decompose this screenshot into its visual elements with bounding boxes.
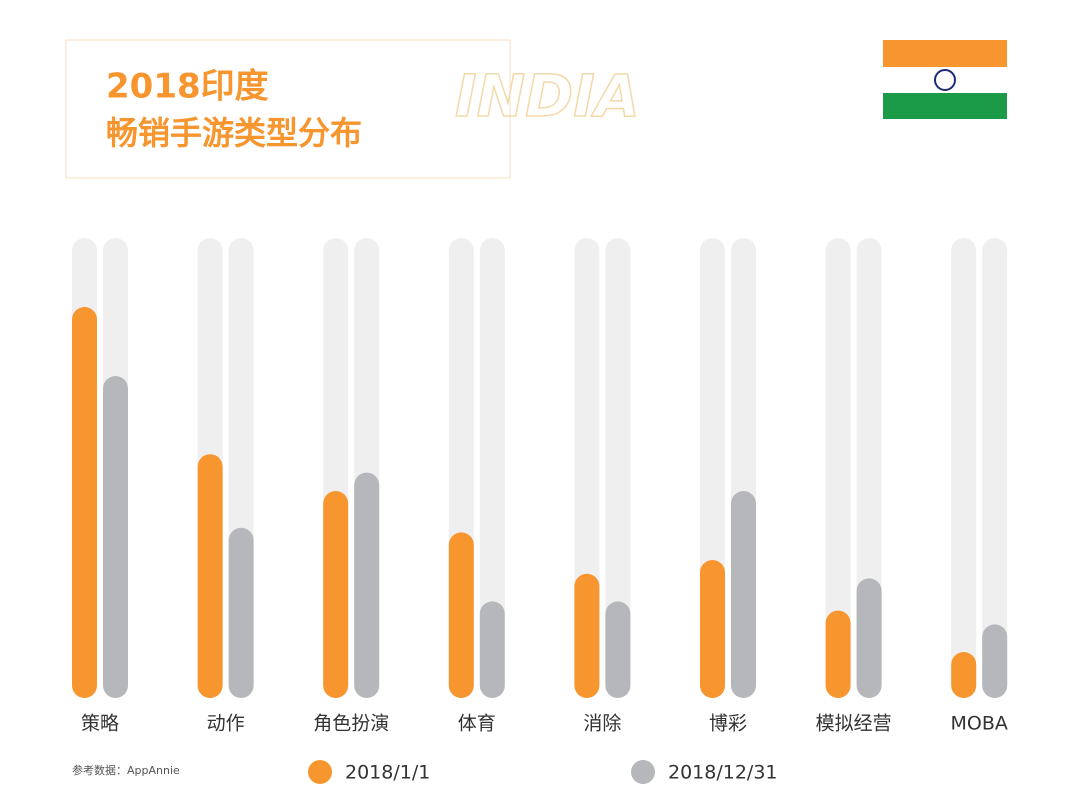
bar — [605, 601, 631, 698]
bar — [228, 527, 254, 698]
bar — [197, 454, 223, 698]
x-tick-label: 角色扮演 — [313, 713, 389, 735]
flag-band — [883, 67, 1007, 93]
chart-title: 2018印度 — [106, 67, 269, 107]
flag-wheel — [934, 69, 956, 91]
x-tick-label: 博彩 — [709, 713, 747, 735]
title-box — [65, 39, 511, 179]
chart-subtitle: 畅销手游类型分布 — [106, 114, 362, 152]
bar-track — [605, 238, 631, 698]
x-tick-label: 动作 — [207, 713, 245, 735]
x-tick-label: 体育 — [458, 713, 496, 735]
bar — [731, 491, 756, 698]
flag-band — [883, 93, 1007, 119]
bar — [479, 601, 505, 698]
bar — [354, 472, 380, 698]
x-tick-label: 模拟经营 — [816, 713, 892, 735]
bar — [825, 610, 851, 698]
watermark-title: INDIA — [455, 62, 640, 130]
legend-label: 2018/12/31 — [668, 762, 778, 784]
legend-swatch — [308, 760, 332, 784]
bar — [700, 560, 725, 698]
flag — [883, 40, 1007, 119]
legend-label: 2018/1/1 — [345, 762, 430, 784]
bar — [574, 573, 600, 698]
x-tick-label: 消除 — [583, 713, 621, 735]
bar — [951, 652, 977, 698]
bar — [982, 624, 1008, 698]
bar-track — [982, 238, 1008, 698]
bar-track — [825, 238, 851, 698]
source-note: 参考数据：AppAnnie — [72, 763, 180, 777]
bar-track — [951, 238, 977, 698]
x-tick-label: 策略 — [81, 713, 119, 735]
bar-track — [479, 238, 505, 698]
bar — [103, 376, 128, 698]
bar — [72, 307, 97, 698]
bar — [856, 578, 882, 698]
bar — [448, 532, 474, 698]
bar — [323, 491, 349, 698]
legend-swatch — [631, 760, 655, 784]
x-tick-label: MOBA — [951, 713, 1008, 735]
flag-band — [883, 40, 1007, 67]
